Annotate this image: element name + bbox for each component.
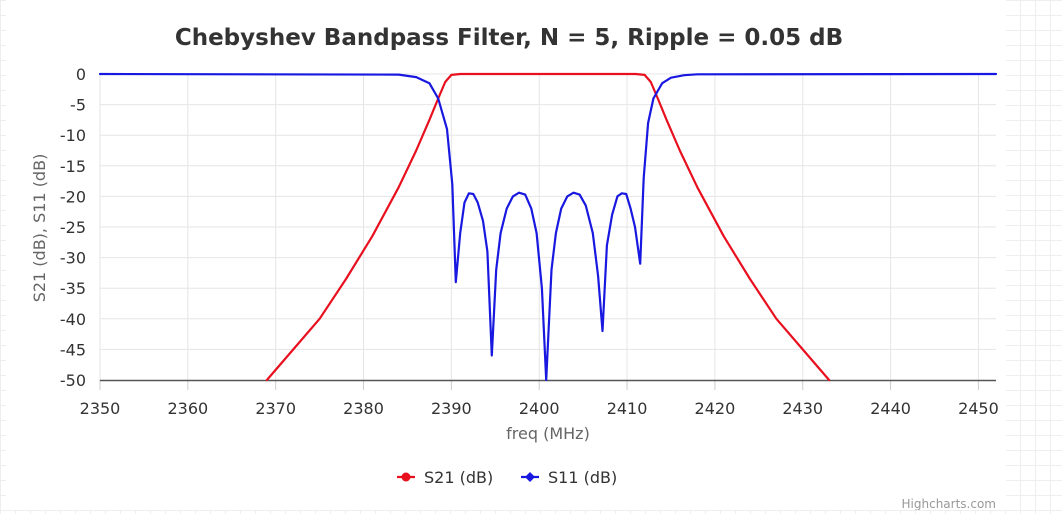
vertical-gridlines: [99, 74, 979, 390]
chart-title: Chebyshev Bandpass Filter, N = 5, Ripple…: [175, 25, 843, 51]
legend-marker-diamond: [525, 472, 535, 482]
legend-label: S21 (dB): [424, 468, 493, 487]
y-tick-label: -5: [70, 96, 86, 115]
y-tick-label: -45: [60, 340, 86, 359]
y-tick-label: -50: [60, 371, 86, 390]
x-tick-label: 2410: [607, 399, 648, 418]
x-tick-label: 2370: [255, 399, 296, 418]
y-tick-label: -25: [60, 218, 86, 237]
series-line-s21: [265, 72, 831, 382]
series-layer: [98, 72, 998, 382]
x-axis-label: freq (MHz): [506, 424, 590, 443]
y-tick-label: -40: [60, 310, 86, 329]
y-tick-label: -30: [60, 249, 86, 268]
y-tick-label: -20: [60, 187, 86, 206]
x-tick-label: 2380: [343, 399, 384, 418]
y-tick-label: -35: [60, 279, 86, 298]
legend-label: S11 (dB): [548, 468, 617, 487]
y-tick-label: 0: [76, 65, 86, 84]
x-tick-label: 2440: [870, 399, 911, 418]
chart-container: Chebyshev Bandpass Filter, N = 5, Ripple…: [6, 0, 1006, 511]
x-tick-label: 2350: [80, 399, 121, 418]
x-axis-tick-labels: 2350 2360 2370 2380 2390 2400 2410 2420 2430 2440…: [80, 399, 999, 418]
x-tick-label: 2400: [519, 399, 560, 418]
legend-marker-circle: [401, 472, 411, 482]
x-tick-label: 2390: [431, 399, 472, 418]
legend: S21 (dB) S11 (dB): [397, 468, 617, 487]
legend-item-s11[interactable]: S11 (dB): [521, 468, 617, 487]
x-tick-label: 2430: [782, 399, 823, 418]
y-axis-tick-labels: 0 -5 -10 -15 -20 -25 -30 -35 -40 -45 -50: [60, 65, 86, 390]
legend-item-s21[interactable]: S21 (dB): [397, 468, 493, 487]
horizontal-gridlines: [100, 73, 996, 350]
y-tick-label: -15: [60, 157, 86, 176]
series-line-s11: [98, 72, 998, 382]
x-tick-label: 2420: [695, 399, 736, 418]
y-axis-label: S21 (dB), S11 (dB): [30, 154, 49, 303]
y-tick-label: -10: [60, 126, 86, 145]
x-tick-label: 2360: [167, 399, 208, 418]
chart-svg: Chebyshev Bandpass Filter, N = 5, Ripple…: [30, 25, 999, 511]
x-tick-label: 2450: [958, 399, 999, 418]
credits-link[interactable]: Highcharts.com: [902, 497, 996, 511]
